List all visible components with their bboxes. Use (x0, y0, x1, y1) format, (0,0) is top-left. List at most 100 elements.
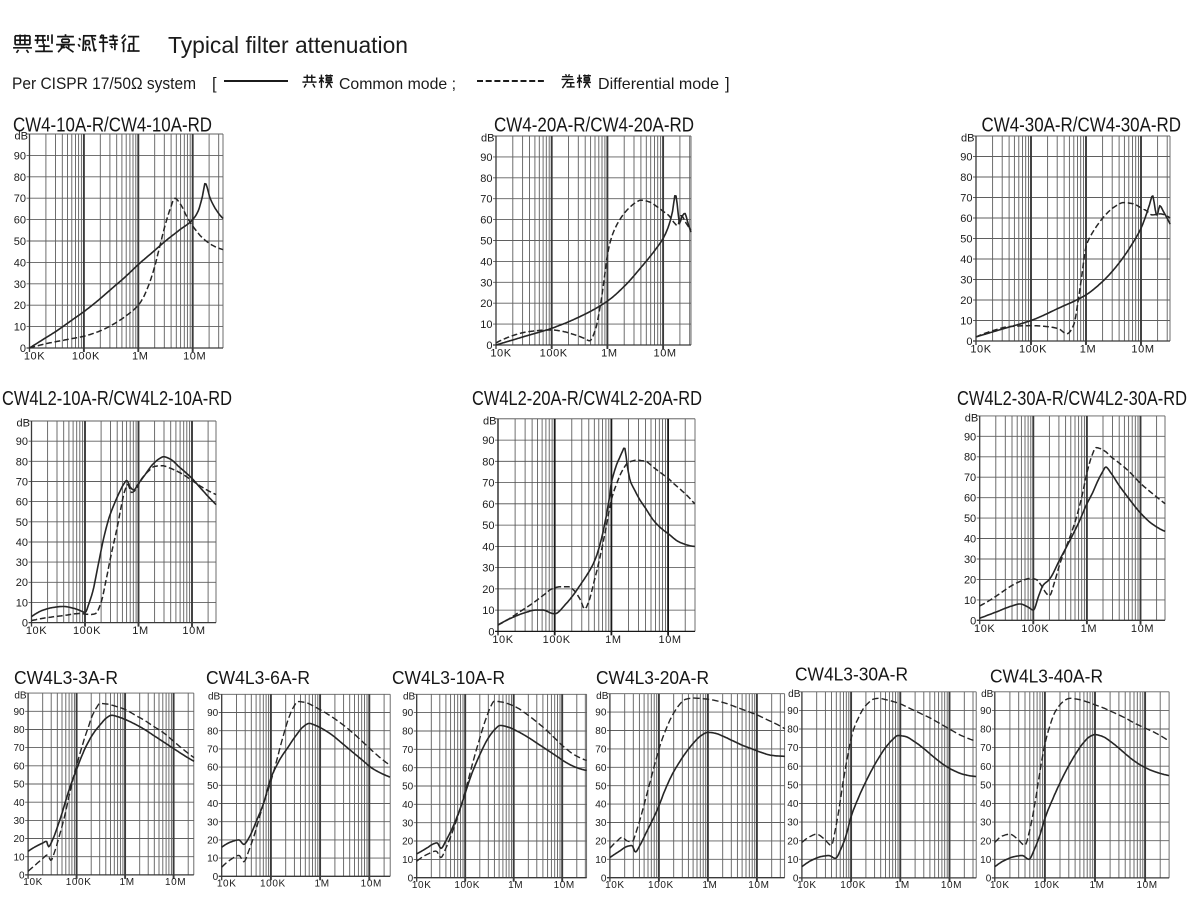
svg-text:10K: 10K (974, 623, 995, 635)
svg-text:90: 90 (16, 436, 28, 448)
svg-text:60: 60 (480, 215, 492, 227)
svg-text:60: 60 (402, 763, 414, 774)
svg-text:10: 10 (595, 855, 607, 866)
svg-text:60: 60 (482, 499, 494, 511)
svg-text:1M: 1M (702, 880, 717, 891)
svg-text:10M: 10M (182, 625, 205, 637)
svg-text:90: 90 (964, 431, 976, 443)
svg-text:10M: 10M (554, 880, 575, 891)
svg-text:70: 70 (16, 476, 28, 488)
svg-text:70: 70 (964, 472, 976, 484)
svg-text:90: 90 (14, 150, 26, 162)
svg-text:10M: 10M (653, 348, 676, 360)
svg-text:10K: 10K (217, 878, 237, 889)
svg-text:dB: dB (961, 133, 974, 145)
svg-text:10M: 10M (183, 351, 206, 363)
svg-text:60: 60 (960, 213, 972, 225)
svg-text:10M: 10M (1131, 623, 1154, 635)
svg-text:100K: 100K (540, 348, 568, 360)
svg-text:50: 50 (16, 517, 28, 529)
svg-text:70: 70 (595, 745, 607, 756)
svg-text:0: 0 (966, 336, 972, 348)
svg-text:40: 40 (16, 537, 28, 549)
svg-text:90: 90 (787, 706, 799, 717)
svg-text:30: 30 (960, 275, 972, 287)
svg-text:70: 70 (787, 743, 799, 754)
svg-text:40: 40 (13, 798, 25, 809)
svg-text:CW4-20A-R/CW4-20A-RD: CW4-20A-R/CW4-20A-RD (494, 115, 694, 137)
svg-text:90: 90 (13, 707, 25, 718)
svg-text:10: 10 (402, 855, 414, 866)
svg-text:dB: dB (788, 689, 801, 700)
svg-text:10: 10 (13, 852, 25, 863)
svg-text:1M: 1M (895, 880, 910, 891)
svg-text:1M: 1M (1089, 880, 1104, 891)
svg-text:50: 50 (980, 780, 992, 791)
svg-text:60: 60 (787, 762, 799, 773)
svg-text:0: 0 (486, 340, 492, 352)
svg-text:CW4L3-30A-R: CW4L3-30A-R (795, 665, 908, 685)
svg-text:10: 10 (964, 595, 976, 607)
svg-text:100K: 100K (72, 351, 100, 363)
svg-text:80: 80 (595, 726, 607, 737)
svg-text:90: 90 (480, 152, 492, 164)
svg-text:100K: 100K (1021, 623, 1049, 635)
svg-text:40: 40 (207, 799, 219, 810)
svg-text:10: 10 (16, 597, 28, 609)
svg-text:CW4L2-20A-R/CW4L2-20A-RD: CW4L2-20A-R/CW4L2-20A-RD (472, 388, 702, 410)
svg-text:70: 70 (207, 745, 219, 756)
svg-text:30: 30 (14, 279, 26, 291)
svg-text:40: 40 (964, 534, 976, 546)
svg-text:60: 60 (964, 493, 976, 505)
svg-text:90: 90 (980, 706, 992, 717)
svg-text:1M: 1M (508, 880, 523, 891)
svg-text:70: 70 (980, 743, 992, 754)
svg-text:100K: 100K (73, 625, 101, 637)
svg-text:30: 30 (480, 277, 492, 289)
svg-text:40: 40 (960, 254, 972, 266)
svg-text:80: 80 (14, 172, 26, 184)
svg-text:90: 90 (207, 708, 219, 719)
svg-text:10M: 10M (1136, 880, 1157, 891)
svg-text:30: 30 (980, 818, 992, 829)
svg-text:0: 0 (601, 873, 607, 884)
svg-text:50: 50 (595, 781, 607, 792)
svg-text:0: 0 (22, 618, 28, 630)
svg-text:10: 10 (482, 605, 494, 617)
svg-text:50: 50 (14, 236, 26, 248)
svg-text:30: 30 (482, 563, 494, 575)
svg-text:10K: 10K (23, 877, 43, 888)
svg-text:20: 20 (964, 574, 976, 586)
svg-text:40: 40 (480, 256, 492, 268)
svg-text:20: 20 (480, 298, 492, 310)
svg-text:80: 80 (980, 725, 992, 736)
svg-text:30: 30 (207, 817, 219, 828)
svg-text:100K: 100K (1034, 880, 1060, 891)
svg-text:1M: 1M (132, 351, 148, 363)
svg-text:10K: 10K (26, 625, 47, 637)
svg-text:Differential mode: Differential mode (598, 76, 719, 93)
svg-text:10M: 10M (941, 880, 962, 891)
svg-text:70: 70 (13, 743, 25, 754)
svg-text:0: 0 (19, 871, 25, 882)
svg-text:10M: 10M (1131, 344, 1154, 356)
svg-text:0: 0 (408, 873, 414, 884)
svg-text:0: 0 (20, 343, 26, 355)
svg-text:dB: dB (965, 413, 978, 425)
svg-text:1M: 1M (1080, 344, 1096, 356)
svg-text:0: 0 (970, 615, 976, 627)
svg-text:80: 80 (207, 726, 219, 737)
svg-text:10K: 10K (412, 880, 432, 891)
svg-text:20: 20 (16, 577, 28, 589)
svg-text:1M: 1M (132, 625, 148, 637)
svg-text:10M: 10M (165, 877, 186, 888)
svg-text:90: 90 (960, 152, 972, 164)
svg-text:30: 30 (402, 818, 414, 829)
svg-text:CW4L3-3A-R: CW4L3-3A-R (14, 668, 118, 688)
svg-text:30: 30 (13, 816, 25, 827)
svg-text:20: 20 (14, 300, 26, 312)
svg-text:CW4L2-10A-R/CW4L2-10A-RD: CW4L2-10A-R/CW4L2-10A-RD (2, 388, 232, 410)
svg-text:CW4L3-40A-R: CW4L3-40A-R (990, 667, 1103, 687)
svg-text:CW4-10A-R/CW4-10A-RD: CW4-10A-R/CW4-10A-RD (13, 115, 212, 137)
svg-text:70: 70 (14, 193, 26, 205)
